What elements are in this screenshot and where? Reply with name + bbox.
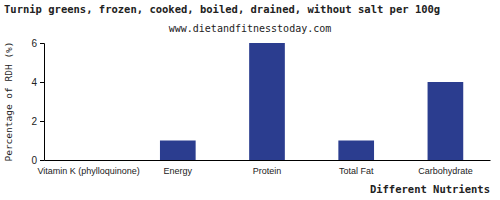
y-tick-label: 6 (31, 38, 37, 49)
y-axis-title: Percentage of RDH (%) (3, 41, 14, 161)
title: Turnip greens, frozen, cooked, boiled, d… (4, 3, 440, 15)
bar (249, 43, 285, 160)
y-tick: 2 (31, 116, 44, 127)
y-tick-line (40, 82, 44, 83)
y-axis-line (40, 44, 45, 161)
x-axis-line (45, 160, 491, 161)
bar (338, 141, 374, 161)
bars (160, 43, 463, 160)
y-tick-label: 4 (31, 77, 37, 88)
x-tick: Vitamin K (phylloquinone) (37, 160, 139, 176)
y-axis: 0 2 4 6 (31, 38, 44, 166)
subtitle: www.dietandfitnesstoday.com (169, 23, 332, 34)
x-axis-title: Different Nutrients (370, 183, 490, 195)
y-tick-line (40, 43, 44, 44)
y-tick-label: 2 (31, 116, 37, 127)
bar (160, 141, 196, 161)
bar (428, 82, 464, 160)
x-tick: Energy (164, 160, 193, 176)
chart: Vitamin K (phylloquinone) Energy Protein To… (0, 0, 500, 200)
plot-area: Vitamin K (phylloquinone) Energy Protein To… (31, 38, 490, 177)
y-tick-line (40, 160, 44, 161)
x-tick: Total Fat (339, 160, 374, 176)
x-tick-label: Total Fat (339, 166, 374, 176)
x-tick-label: Protein (253, 166, 282, 176)
y-tick: 0 (31, 155, 44, 166)
y-tick-label: 0 (31, 155, 37, 166)
x-tick: Carbohydrate (418, 160, 473, 176)
x-tick-label: Vitamin K (phylloquinone) (37, 166, 139, 176)
x-axis: Vitamin K (phylloquinone) Energy Protein To… (37, 160, 490, 176)
bar (71, 160, 107, 161)
x-tick-label: Energy (164, 166, 193, 176)
y-tick: 4 (31, 77, 44, 88)
y-tick: 6 (31, 38, 44, 49)
y-tick-line (40, 121, 44, 122)
x-tick-label: Carbohydrate (418, 166, 473, 176)
x-tick: Protein (253, 160, 282, 176)
